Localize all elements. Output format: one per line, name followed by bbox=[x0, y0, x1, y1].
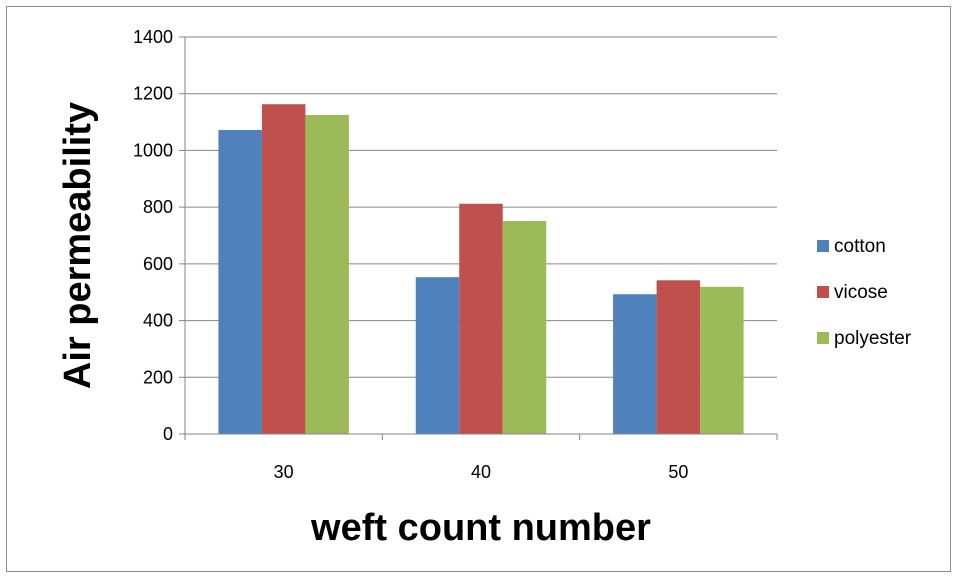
legend-swatch-cotton bbox=[817, 240, 829, 252]
x-tick-label: 50 bbox=[668, 462, 688, 482]
bar-cotton-40 bbox=[415, 277, 460, 434]
axes bbox=[179, 36, 778, 440]
y-axis-title: Air permeability bbox=[57, 102, 99, 389]
bar-polyester-40 bbox=[502, 221, 547, 434]
legend-swatch-polyester bbox=[817, 332, 829, 344]
bar-polyester-50 bbox=[700, 286, 744, 434]
bar-cotton-30 bbox=[218, 130, 262, 435]
bar-vicose-50 bbox=[656, 280, 701, 434]
y-tick-label: 1000 bbox=[133, 140, 173, 160]
legend-label-vicose: vicose bbox=[834, 282, 888, 303]
y-tick-label: 400 bbox=[143, 311, 173, 331]
y-tick-label: 1400 bbox=[133, 27, 173, 47]
bar-polyester-30 bbox=[305, 114, 349, 434]
x-tick-label: 30 bbox=[274, 462, 294, 482]
bar-vicose-40 bbox=[459, 203, 503, 434]
x-tick-label: 40 bbox=[471, 462, 491, 482]
x-axis-title: weft count number bbox=[310, 507, 651, 549]
y-tick-label: 600 bbox=[143, 254, 173, 274]
bars bbox=[218, 104, 744, 435]
legend-label-cotton: cotton bbox=[834, 236, 886, 257]
y-tick-label: 800 bbox=[143, 197, 173, 217]
legend-swatch-vicose bbox=[817, 286, 829, 298]
bar-vicose-30 bbox=[261, 104, 306, 435]
bar-cotton-50 bbox=[613, 294, 657, 434]
y-tick-label: 1200 bbox=[133, 84, 173, 104]
legend: cotton vicose polyester bbox=[817, 236, 912, 349]
y-tick-label: 0 bbox=[163, 424, 173, 444]
tick-labels: 0 200 400 600 800 1000 1200 1400 30 40 50 bbox=[133, 27, 688, 482]
legend-label-polyester: polyester bbox=[834, 328, 912, 349]
y-tick-label: 200 bbox=[143, 367, 173, 387]
